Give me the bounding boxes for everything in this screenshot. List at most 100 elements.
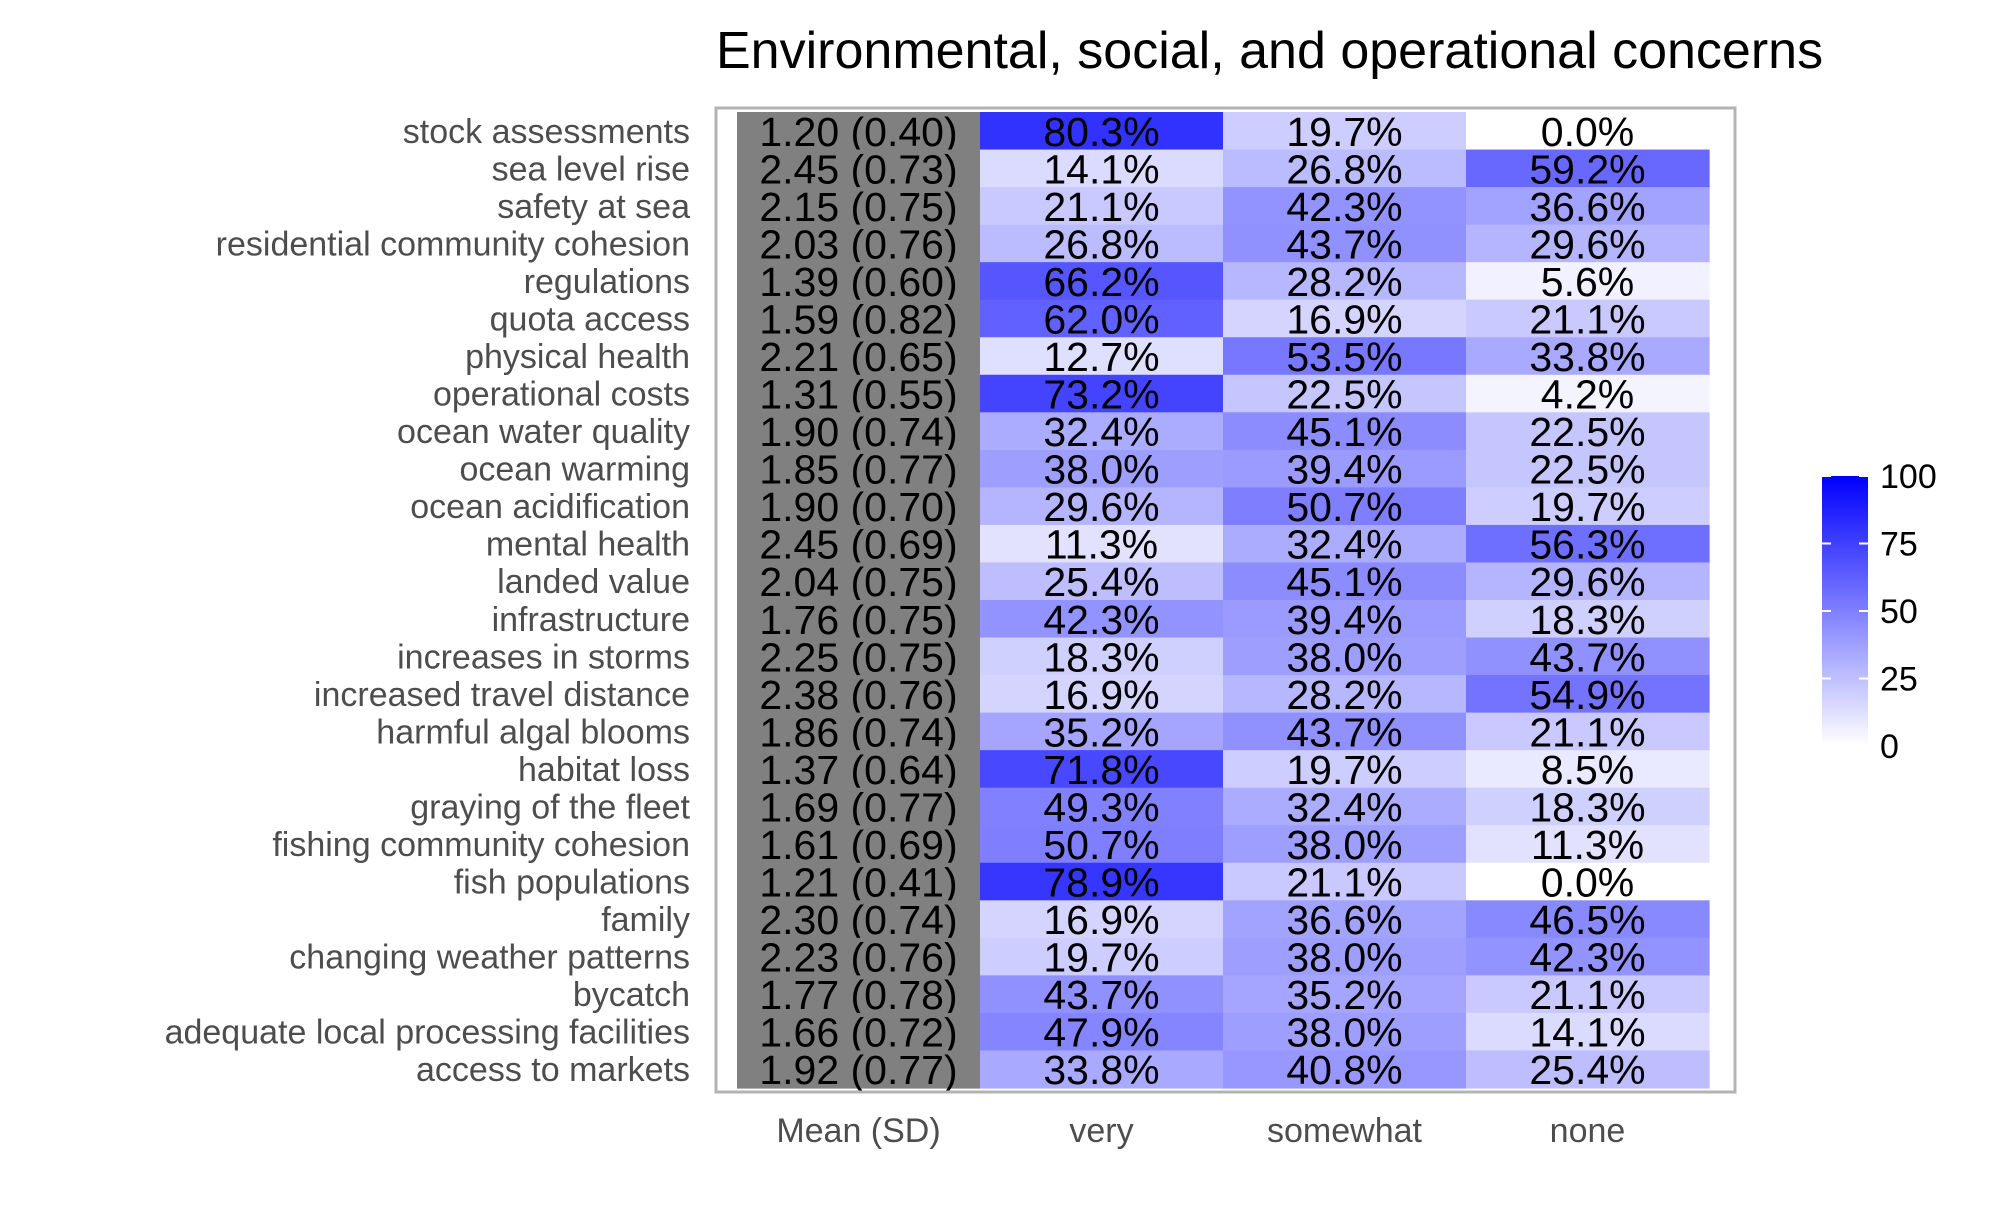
cell-label-mean: 1.31 (0.55): [759, 372, 957, 418]
heatmap-cell-mean: [737, 412, 980, 451]
heatmap-cell: [980, 262, 1224, 301]
heatmap-cell-mean: [737, 524, 980, 564]
cell-label: 43.7%: [1286, 709, 1402, 755]
cell-label: 38.0%: [1043, 447, 1159, 493]
cell-label: 53.5%: [1286, 334, 1402, 380]
cell-label: 80.3%: [1043, 109, 1159, 155]
heatmap-cell: [1466, 975, 1710, 1014]
cell-label-mean: 2.25 (0.75): [759, 634, 957, 680]
row-label: graying of the fleet: [410, 788, 690, 826]
heatmap-cell: [1223, 449, 1467, 488]
cell-label: 18.3%: [1529, 597, 1645, 643]
cell-label: 19.7%: [1286, 109, 1402, 155]
heatmap-cell-mean: [737, 1050, 980, 1089]
cell-label-mean: 1.20 (0.40): [759, 109, 957, 155]
chart-title: Environmental, social, and operational c…: [716, 22, 1823, 80]
cell-label-mean: 2.21 (0.65): [759, 334, 957, 380]
heatmap-cell: [1466, 449, 1710, 488]
heatmap-cell: [1223, 487, 1467, 526]
heatmap-cell: [1466, 637, 1710, 676]
cell-label: 49.3%: [1043, 784, 1159, 830]
cell-label: 14.1%: [1043, 146, 1159, 192]
cell-label-mean: 2.04 (0.75): [759, 559, 957, 605]
heatmap-cell: [1223, 825, 1467, 864]
heatmap-cell: [1223, 524, 1467, 564]
legend-ticks: 100 75 50 25 0: [1822, 458, 1937, 766]
cell-label: 29.6%: [1529, 559, 1645, 605]
cell-label: 22.5%: [1529, 447, 1645, 493]
heatmap-cell: [980, 600, 1224, 639]
heatmap-cell: [1223, 1012, 1467, 1052]
heatmap-cell: [1466, 187, 1710, 226]
cell-label: 8.5%: [1541, 747, 1634, 793]
cell-label: 47.9%: [1043, 1010, 1159, 1056]
heatmap-cell: [1466, 712, 1710, 751]
heatmap-cell: [1466, 112, 1710, 151]
heatmap-cell: [980, 299, 1224, 338]
row-label: ocean water quality: [397, 413, 690, 451]
cell-label: 45.1%: [1286, 409, 1402, 455]
heatmap-cell: [1223, 299, 1467, 338]
heatmap-cell: [1466, 750, 1710, 789]
heatmap-cell: [1223, 937, 1467, 976]
cell-label: 35.2%: [1043, 709, 1159, 755]
cell-label: 45.1%: [1286, 559, 1402, 605]
cell-label: 73.2%: [1043, 372, 1159, 418]
legend-tick-label: 100: [1880, 458, 1937, 496]
cell-label: 16.9%: [1043, 672, 1159, 718]
cell-label: 11.3%: [1045, 522, 1158, 568]
heatmap-cell: [980, 750, 1224, 789]
cell-label: 43.7%: [1529, 634, 1645, 680]
cell-label: 16.9%: [1043, 897, 1159, 943]
cell-label: 28.2%: [1286, 672, 1402, 718]
cell-label-mean: 2.38 (0.76): [759, 672, 957, 718]
heatmap-cell: [980, 487, 1224, 526]
heatmap-cell: [1223, 374, 1467, 413]
heatmap-cell: [1223, 900, 1467, 939]
heatmap-cell: [980, 112, 1224, 151]
cell-label: 25.4%: [1529, 1047, 1645, 1093]
row-label: regulations: [524, 263, 690, 301]
heatmap-cell-mean: [737, 149, 980, 188]
cell-label: 21.1%: [1286, 860, 1402, 906]
heatmap-cell: [1223, 750, 1467, 789]
cell-label-mean: 1.37 (0.64): [759, 747, 957, 793]
row-label: adequate local processing facilities: [165, 1014, 690, 1052]
heatmap-cell: [980, 187, 1224, 226]
cell-label: 32.4%: [1043, 409, 1159, 455]
cell-label: 12.7%: [1043, 334, 1159, 380]
cell-label-mean: 1.21 (0.41): [759, 860, 957, 906]
column-label: very: [1069, 1112, 1133, 1150]
heatmap-cell: [1223, 149, 1467, 188]
row-label: sea level rise: [492, 150, 690, 188]
heatmap-cell-mean: [737, 712, 980, 751]
cell-label: 21.1%: [1043, 184, 1159, 230]
cell-label: 40.8%: [1286, 1047, 1402, 1093]
heatmap-cell: [980, 337, 1224, 376]
heatmap-cell: [1466, 675, 1710, 714]
heatmap-cell-mean: [737, 787, 980, 826]
heatmap-cell: [980, 675, 1224, 714]
heatmap-cell: [980, 374, 1224, 413]
legend-tick-label: 75: [1880, 526, 1918, 564]
cell-label: 38.0%: [1286, 634, 1402, 680]
cell-label: 11.3%: [1531, 822, 1644, 868]
heatmap-cell: [1223, 862, 1467, 901]
cell-label: 4.2%: [1541, 372, 1634, 418]
cell-label-mean: 1.90 (0.70): [759, 484, 957, 530]
heatmap-cell: [1223, 412, 1467, 451]
heatmap-cell-mean: [737, 299, 980, 338]
cell-label: 26.8%: [1286, 146, 1402, 192]
heatmap-cells: 1.20 (0.40) 80.3% 19.7% 0.0% 2.45 (0.73) 14.1…: [737, 109, 1710, 1093]
heatmap-cell: [980, 224, 1224, 263]
cell-label: 46.5%: [1529, 897, 1645, 943]
cell-label-mean: 1.61 (0.69): [759, 822, 957, 868]
row-label: bycatch: [573, 976, 690, 1014]
row-label: safety at sea: [497, 188, 690, 226]
heatmap-cell-mean: [737, 750, 980, 789]
heatmap-cell: [1223, 112, 1467, 151]
cell-label: 50.7%: [1286, 484, 1402, 530]
heatmap-cell: [1223, 637, 1467, 676]
row-label: harmful algal blooms: [376, 713, 690, 751]
